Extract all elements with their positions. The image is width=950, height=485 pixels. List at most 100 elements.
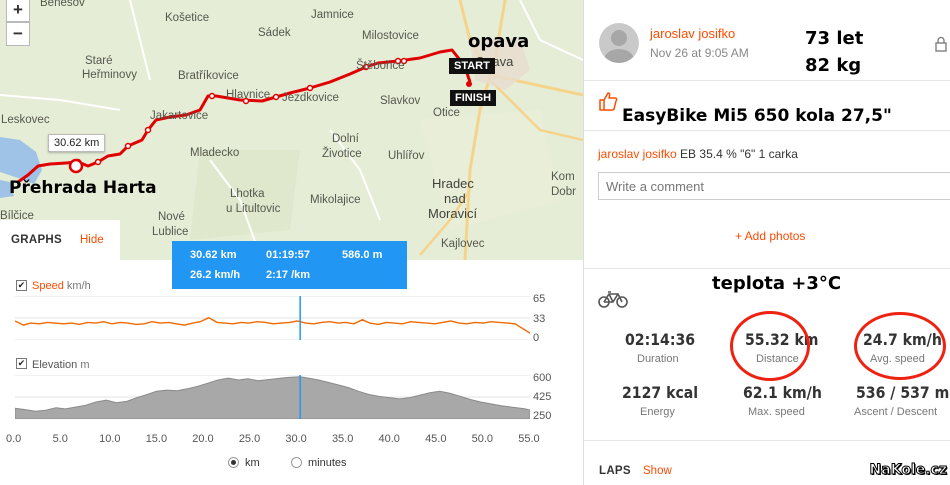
elevation-ytick-label: 600 [533, 372, 552, 384]
road [519, 0, 583, 61]
divider [584, 80, 950, 81]
x-tick-label: 30.0 [285, 433, 307, 445]
road [489, 79, 583, 142]
map-town-label: Heřminovy [82, 69, 137, 81]
stat-ascent-value: 536 / 537 m [856, 383, 950, 402]
graphs-hide-link[interactable]: Hide [80, 234, 104, 246]
stat-ascent-label: Ascent / Descent [854, 406, 938, 418]
x-tick-label: 15.0 [145, 433, 168, 445]
speed-label-text: Speed [32, 280, 64, 292]
route-map[interactable]: Benešov Košetice Jamnice Sádek Milostovice St… [0, 0, 583, 260]
elevation-graph-label: Elevation m [32, 359, 90, 371]
elevation-chart[interactable] [15, 375, 530, 419]
elevation-ytick-label: 250 [533, 410, 552, 422]
elevation-checkbox[interactable]: ✔ [16, 358, 27, 369]
finish-flag[interactable]: FINISH [450, 90, 497, 106]
graphs-body [0, 260, 583, 485]
graphs-header: GRAPHS Hide [0, 220, 120, 260]
speed-checkbox[interactable]: ✔ [16, 280, 27, 291]
unit-minutes-radio[interactable] [291, 457, 302, 468]
map-town-label: Kajlovec [441, 238, 485, 250]
divider [584, 268, 950, 269]
water-area [0, 180, 14, 198]
highlight-circle [730, 311, 810, 381]
add-photos-link[interactable]: + Add photos [735, 229, 806, 243]
tooltip-time: 01:19:57 [266, 249, 311, 261]
road [329, 129, 381, 221]
zoom-in-button[interactable]: + [6, 0, 30, 22]
speed-ytick-label: 33 [533, 313, 546, 325]
divider [584, 440, 950, 441]
zoom-out-button[interactable]: − [6, 22, 30, 46]
athlete-avatar[interactable] [599, 23, 639, 63]
tooltip-speed: 26.2 km/h [190, 269, 241, 281]
lock-icon [935, 36, 947, 52]
stat-max-speed-value: 62.1 km/h [743, 383, 822, 402]
map-town-label: Mladecko [190, 147, 240, 159]
speed-unit: km/h [66, 280, 91, 292]
map-town-label: Bílčice [0, 210, 34, 222]
x-tick-label: 10.0 [99, 433, 121, 445]
map-town-label: Nové [158, 211, 185, 223]
overlay-city-label: opava [468, 31, 530, 52]
map-town-label: Lhotka [230, 188, 265, 200]
map-town-label: Jakartovice [150, 110, 209, 122]
stat-energy-value: 2127 kcal [622, 383, 699, 402]
road [419, 189, 472, 256]
overlay-temperature: teplota +3°C [712, 273, 842, 294]
position-marker [68, 158, 84, 174]
stat-duration-value: 02:14:36 [625, 330, 696, 349]
map-town-label: Jezdkovice [282, 92, 339, 104]
x-tick-label: 55.0 [518, 433, 540, 445]
elevation-ytick-label: 425 [533, 391, 552, 403]
speed-graph-label: Speed km/h [32, 280, 91, 292]
start-flag[interactable]: START [449, 58, 495, 74]
map-town-label: Staré [85, 55, 113, 67]
graph-tooltip: 30.62 km 01:19:57 586.0 m 26.2 km/h 2:17… [172, 241, 407, 289]
stat-max-speed-label: Max. speed [748, 406, 805, 418]
tooltip-distance: 30.62 km [190, 249, 237, 261]
map-town-label: Košetice [165, 12, 210, 24]
water-area [0, 137, 42, 184]
watermark: NaKole.cz [869, 462, 947, 479]
comment-text: EB 35.4 % "6" 1 carka [680, 147, 798, 161]
map-town-label: Lublice [152, 226, 189, 238]
city-area [470, 38, 530, 90]
map-town-label: Otice [433, 107, 460, 119]
map-town-label: Leskovec [1, 114, 50, 126]
athlete-name-link[interactable]: jaroslav josifko [650, 26, 736, 41]
map-town-label: u Litultovic [226, 203, 281, 215]
elevation-unit: m [80, 359, 90, 371]
comment-author-link[interactable]: jaroslav josifko [598, 147, 677, 161]
x-tick-label: 45.0 [425, 433, 447, 445]
activity-panel: jaroslav josifko Nov 26 at 9:05 AM 73 le… [583, 0, 950, 485]
highlight-circle [854, 312, 946, 380]
map-town-label: Jamnice [311, 9, 354, 21]
road [0, 94, 121, 111]
laps-show-link[interactable]: Show [643, 465, 672, 477]
activity-date: Nov 26 at 9:05 AM [650, 46, 749, 60]
map-city-label: Hradec [432, 176, 474, 191]
unit-km-label[interactable]: km [245, 457, 260, 469]
stat-energy-label: Energy [640, 406, 675, 418]
x-tick-label: 25.0 [238, 433, 261, 445]
map-town-label: Milostovice [362, 30, 419, 42]
x-tick-label: 20.0 [192, 433, 214, 445]
tooltip-pace: 2:17 /km [266, 269, 311, 281]
map-city-label: nad [444, 191, 466, 206]
speed-chart[interactable] [15, 296, 530, 340]
thumbs-up-icon[interactable] [597, 90, 619, 112]
unit-minutes-label[interactable]: minutes [308, 457, 347, 469]
x-tick-label: 5.0 [52, 433, 68, 445]
stat-duration-label: Duration [637, 353, 679, 365]
start-marker [466, 81, 472, 87]
map-town-label: Štěbořice [356, 60, 405, 72]
unit-km-radio[interactable] [228, 457, 239, 468]
laps-title: LAPS [599, 465, 631, 477]
speed-ytick-label: 0 [533, 332, 540, 344]
bike-icon [598, 291, 628, 308]
road [209, 159, 261, 256]
comment-input[interactable]: Write a comment [598, 172, 950, 200]
field-area [420, 110, 560, 230]
map-canvas [0, 0, 583, 260]
